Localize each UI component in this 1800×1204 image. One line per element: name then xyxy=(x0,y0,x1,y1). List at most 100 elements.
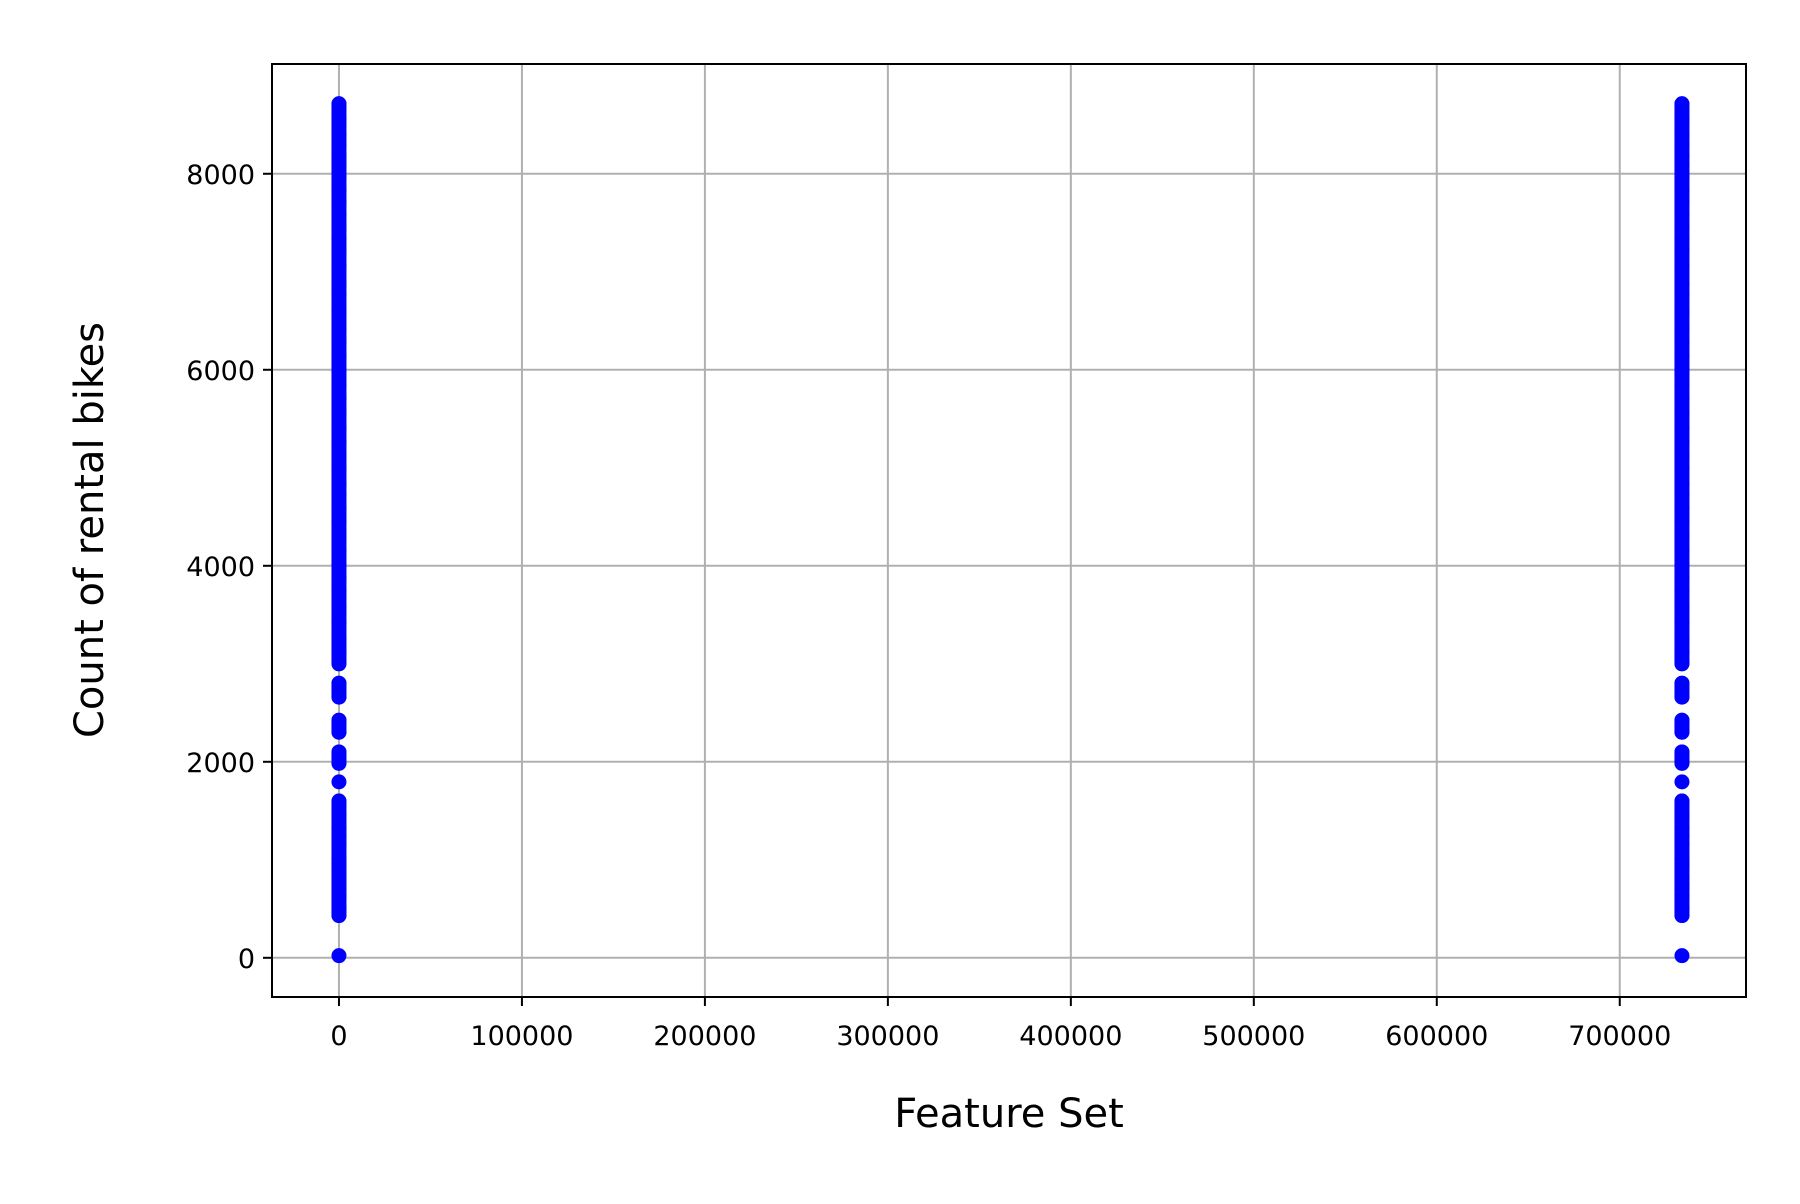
data-point xyxy=(331,499,347,515)
x-tick-label: 300000 xyxy=(836,1021,939,1052)
x-axis-label: Feature Set xyxy=(894,1091,1124,1137)
data-point xyxy=(331,333,347,349)
grid-lines xyxy=(272,64,1746,997)
data-point xyxy=(1674,948,1690,964)
data-point xyxy=(1674,348,1690,364)
data-point xyxy=(1674,304,1690,320)
data-point xyxy=(331,820,347,836)
data-point xyxy=(331,96,347,112)
y-tick-label: 0 xyxy=(238,944,255,975)
data-point xyxy=(1674,405,1690,421)
data-point xyxy=(331,528,347,544)
data-point xyxy=(331,194,347,210)
data-point xyxy=(1674,900,1690,916)
data-point xyxy=(331,631,347,647)
data-point xyxy=(331,852,347,868)
data-point xyxy=(331,583,347,599)
data-point xyxy=(1674,420,1690,436)
data-point xyxy=(1674,286,1690,302)
data-point xyxy=(331,475,347,491)
y-axis-label: Count of rental bikes xyxy=(67,322,113,738)
data-point xyxy=(331,390,347,406)
data-point xyxy=(1674,390,1690,406)
data-point xyxy=(331,275,347,291)
data-point xyxy=(331,808,347,824)
data-point xyxy=(1674,793,1690,809)
data-point xyxy=(1674,600,1690,616)
data-point xyxy=(1674,724,1690,740)
data-point xyxy=(1674,557,1690,573)
data-point xyxy=(331,207,347,223)
y-tick-label: 6000 xyxy=(186,356,255,387)
data-point xyxy=(331,645,347,661)
data-point xyxy=(1674,631,1690,647)
y-tick-label: 2000 xyxy=(186,748,255,779)
data-point xyxy=(331,219,347,235)
data-point xyxy=(1674,377,1690,393)
data-point xyxy=(331,487,347,503)
data-points xyxy=(331,96,1690,964)
y-tick-label: 4000 xyxy=(186,552,255,583)
x-tick-label: 500000 xyxy=(1202,1021,1305,1052)
data-point xyxy=(331,712,347,728)
data-point xyxy=(1674,448,1690,464)
data-point xyxy=(331,377,347,393)
data-point xyxy=(331,420,347,436)
data-point xyxy=(1674,808,1690,824)
data-point xyxy=(331,689,347,705)
data-point xyxy=(1674,434,1690,450)
data-point xyxy=(331,149,347,165)
data-point xyxy=(1674,774,1690,790)
data-point xyxy=(331,675,347,691)
data-point xyxy=(1674,207,1690,223)
data-point xyxy=(331,755,347,771)
data-point xyxy=(331,557,347,573)
data-point xyxy=(1674,614,1690,630)
axis-ticks: 0 100000 200000 300000 400000 500000 600000 700… xyxy=(186,160,1671,1052)
data-point xyxy=(1674,513,1690,529)
data-point xyxy=(331,724,347,740)
data-point xyxy=(331,600,347,616)
x-tick-label: 400000 xyxy=(1019,1021,1122,1052)
data-point xyxy=(331,111,347,127)
data-point xyxy=(1674,487,1690,503)
data-point xyxy=(1674,712,1690,728)
data-point xyxy=(331,127,347,143)
data-point xyxy=(1674,127,1690,143)
data-point xyxy=(331,286,347,302)
data-point xyxy=(331,793,347,809)
data-point xyxy=(1674,475,1690,491)
data-point xyxy=(331,570,347,586)
x-tick-label: 700000 xyxy=(1568,1021,1671,1052)
data-point xyxy=(1674,820,1690,836)
data-point xyxy=(331,231,347,247)
data-point xyxy=(1674,194,1690,210)
data-point xyxy=(1674,333,1690,349)
data-point xyxy=(1674,363,1690,379)
data-point xyxy=(1674,96,1690,112)
data-point xyxy=(331,448,347,464)
data-point xyxy=(1674,675,1690,691)
data-point xyxy=(331,169,347,185)
data-point xyxy=(1674,583,1690,599)
plot-frame xyxy=(271,63,1747,998)
data-point xyxy=(1674,570,1690,586)
data-point xyxy=(331,614,347,630)
data-point xyxy=(331,434,347,450)
x-tick-label: 200000 xyxy=(653,1021,756,1052)
data-point xyxy=(1674,499,1690,515)
data-point xyxy=(1674,461,1690,477)
data-point xyxy=(1674,744,1690,760)
x-tick-label: 0 xyxy=(330,1021,347,1052)
data-point xyxy=(331,405,347,421)
x-tick-label: 100000 xyxy=(470,1021,573,1052)
data-point xyxy=(1674,169,1690,185)
data-point xyxy=(331,948,347,964)
data-point xyxy=(1674,321,1690,337)
data-point xyxy=(1674,755,1690,771)
data-point xyxy=(1674,645,1690,661)
data-point xyxy=(331,363,347,379)
data-point xyxy=(331,543,347,559)
